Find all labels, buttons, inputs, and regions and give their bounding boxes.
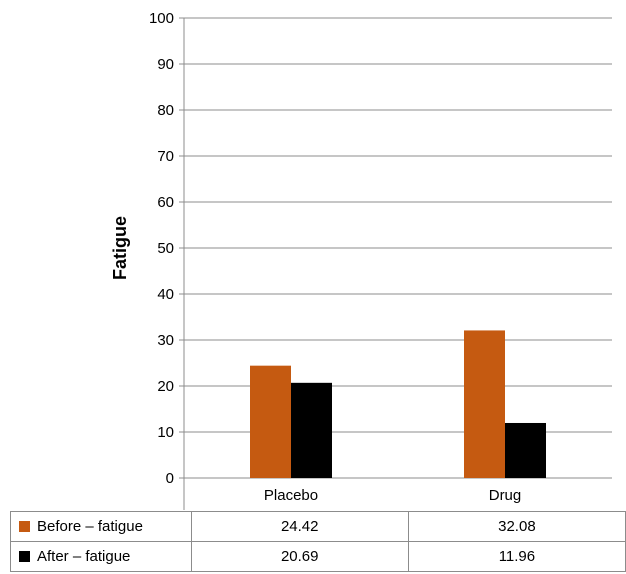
y-tick-label: 30	[157, 332, 174, 349]
bars	[250, 330, 546, 478]
category-label: Drug	[489, 487, 522, 504]
y-tick-label: 60	[157, 194, 174, 211]
table-cell: 24.42	[190, 511, 409, 542]
series-label-after: After – fatigue	[37, 548, 131, 565]
bar	[464, 330, 505, 478]
y-tick-label: 50	[157, 240, 174, 257]
table-row: After – fatigue 20.69 11.96	[10, 541, 626, 572]
legend-entry: After – fatigue	[10, 541, 192, 572]
y-axis-ticks: 0 10 20 30 40 50 60 70 80 90 100	[149, 10, 174, 487]
legend-entry: Before – fatigue	[10, 511, 192, 542]
bar	[505, 422, 546, 478]
category-labels: Placebo Drug	[264, 487, 521, 504]
gridlines	[179, 17, 612, 510]
category-label: Placebo	[264, 487, 318, 504]
y-tick-label: 10	[157, 424, 174, 441]
table-cell: 11.96	[407, 541, 626, 572]
table-cell: 32.08	[407, 511, 626, 542]
y-tick-label: 40	[157, 286, 174, 303]
y-tick-label: 100	[149, 10, 174, 27]
bar	[291, 382, 332, 478]
series-label-before: Before – fatigue	[37, 518, 143, 535]
y-tick-label: 90	[157, 56, 174, 73]
legend-swatch-before	[19, 521, 30, 532]
y-tick-label: 70	[157, 148, 174, 165]
legend-swatch-after	[19, 551, 30, 562]
y-axis-label: Fatigue	[110, 216, 130, 280]
table-cell: 20.69	[190, 541, 409, 572]
y-tick-label: 80	[157, 102, 174, 119]
table-row: Before – fatigue 24.42 32.08	[10, 511, 626, 542]
y-tick-label: 20	[157, 378, 174, 395]
bar	[250, 365, 291, 478]
data-table: Before – fatigue 24.42 32.08 After – fat…	[10, 511, 626, 572]
y-tick-label: 0	[166, 470, 174, 487]
